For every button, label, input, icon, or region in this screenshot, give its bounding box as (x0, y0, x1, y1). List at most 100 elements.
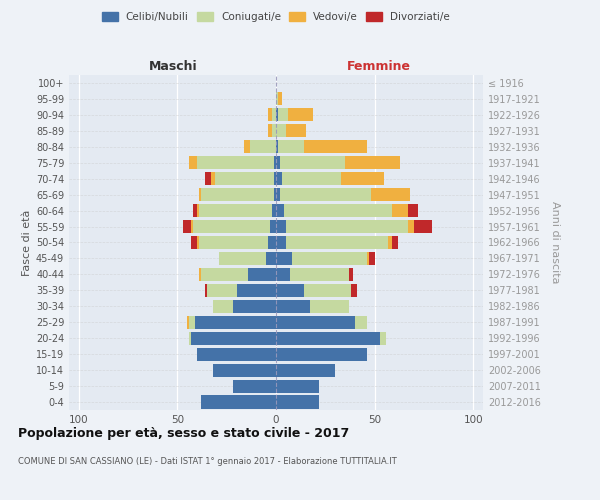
Bar (388, 236, 392, 249)
Bar (380, 332, 386, 345)
Bar (276, 172, 282, 185)
Bar (282, 172, 341, 185)
Bar (290, 268, 349, 281)
Bar (193, 204, 197, 217)
Bar (274, 188, 276, 201)
Bar (276, 252, 292, 265)
Bar (233, 300, 276, 313)
Bar (276, 204, 284, 217)
Y-axis label: Fasce di età: Fasce di età (22, 210, 32, 276)
Bar (345, 156, 400, 170)
Bar (367, 252, 368, 265)
Bar (268, 108, 272, 122)
Bar (280, 156, 345, 170)
Bar (244, 140, 250, 153)
Bar (276, 108, 278, 122)
Bar (288, 108, 313, 122)
Bar (414, 220, 432, 233)
Bar (286, 124, 305, 138)
Bar (207, 284, 236, 297)
Bar (276, 332, 380, 345)
Bar (286, 236, 388, 249)
Bar (215, 172, 274, 185)
Bar (213, 364, 276, 376)
Bar (286, 220, 408, 233)
Bar (199, 204, 272, 217)
Bar (408, 220, 414, 233)
Y-axis label: Anni di nascita: Anni di nascita (550, 201, 560, 284)
Bar (276, 92, 278, 106)
Bar (233, 380, 276, 392)
Bar (276, 236, 286, 249)
Bar (304, 284, 351, 297)
Bar (268, 236, 276, 249)
Bar (197, 156, 274, 170)
Text: COMUNE DI SAN CASSIANO (LE) - Dati ISTAT 1° gennaio 2017 - Elaborazione TUTTITAL: COMUNE DI SAN CASSIANO (LE) - Dati ISTAT… (18, 458, 397, 466)
Bar (184, 220, 191, 233)
Bar (280, 188, 371, 201)
Bar (272, 204, 276, 217)
Bar (368, 252, 374, 265)
Text: Popolazione per età, sesso e stato civile - 2017: Popolazione per età, sesso e stato civil… (18, 428, 349, 440)
Bar (276, 364, 335, 376)
Bar (189, 332, 191, 345)
Bar (189, 316, 195, 329)
Bar (276, 156, 280, 170)
Bar (276, 300, 310, 313)
Bar (270, 220, 276, 233)
Bar (304, 140, 367, 153)
Bar (276, 188, 280, 201)
Bar (201, 396, 276, 408)
Bar (278, 92, 282, 106)
Bar (276, 380, 319, 392)
Bar (276, 284, 304, 297)
Bar (187, 316, 189, 329)
Bar (205, 172, 211, 185)
Bar (276, 348, 367, 360)
Bar (274, 172, 276, 185)
Bar (276, 140, 278, 153)
Bar (268, 124, 272, 138)
Bar (199, 236, 268, 249)
Bar (284, 204, 392, 217)
Bar (201, 188, 274, 201)
Bar (191, 220, 193, 233)
Bar (219, 252, 266, 265)
Bar (236, 284, 276, 297)
Bar (351, 284, 357, 297)
Bar (276, 124, 286, 138)
Bar (278, 140, 304, 153)
Text: Maschi: Maschi (149, 60, 198, 72)
Bar (349, 268, 353, 281)
Bar (197, 204, 199, 217)
Text: Femmine: Femmine (347, 60, 410, 72)
Bar (276, 220, 286, 233)
Bar (211, 172, 215, 185)
Bar (250, 140, 276, 153)
Legend: Celibi/Nubili, Coniugati/e, Vedovi/e, Divorziati/e: Celibi/Nubili, Coniugati/e, Vedovi/e, Di… (98, 8, 454, 26)
Bar (195, 316, 276, 329)
Bar (205, 284, 207, 297)
Bar (189, 156, 197, 170)
Bar (355, 316, 367, 329)
Bar (201, 268, 248, 281)
Bar (191, 236, 197, 249)
Bar (274, 156, 276, 170)
Bar (197, 348, 276, 360)
Bar (276, 268, 290, 281)
Bar (272, 124, 276, 138)
Bar (199, 268, 201, 281)
Bar (191, 332, 276, 345)
Bar (266, 252, 276, 265)
Bar (193, 220, 270, 233)
Bar (341, 172, 385, 185)
Bar (213, 300, 233, 313)
Bar (272, 108, 276, 122)
Bar (248, 268, 276, 281)
Bar (276, 316, 355, 329)
Bar (276, 396, 319, 408)
Bar (310, 300, 349, 313)
Bar (408, 204, 418, 217)
Bar (197, 236, 199, 249)
Bar (392, 236, 398, 249)
